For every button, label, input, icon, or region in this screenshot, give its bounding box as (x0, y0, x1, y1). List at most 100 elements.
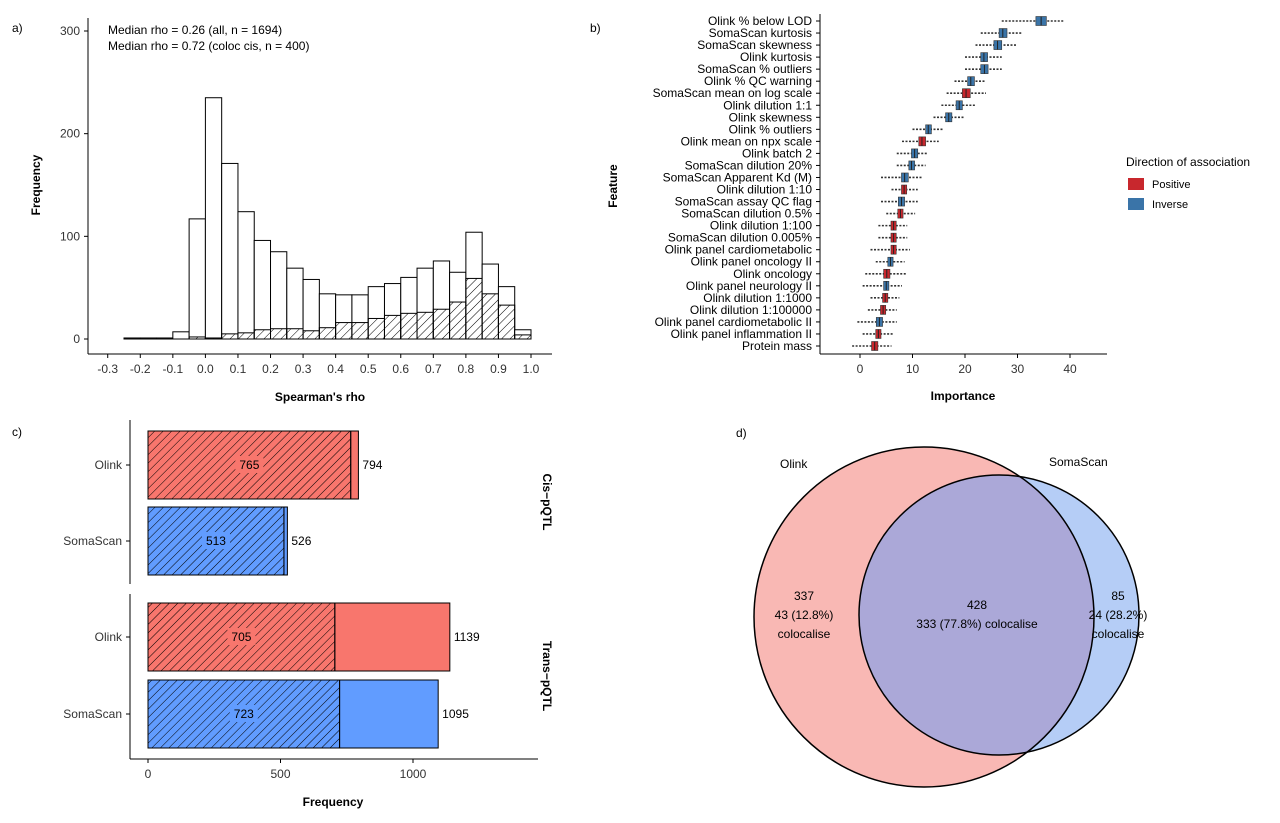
y-tick-label: SomaScan (63, 534, 122, 548)
x-tick-label: 0 (857, 362, 864, 376)
feature-label: Olink mean on npx scale (681, 134, 813, 148)
histogram-bar-all (188, 218, 206, 340)
venn-overlap-region (859, 475, 1094, 755)
histogram-bar-coloc (204, 337, 223, 340)
legend-swatch-positive (1128, 178, 1144, 190)
x-tick-label: -0.1 (162, 362, 183, 376)
x-tick-label: -0.3 (97, 362, 118, 376)
panel-d-label: d) (736, 426, 747, 440)
y-tick-label: Olink (95, 458, 123, 472)
venn-overlap (859, 475, 1094, 755)
facet-label-trans: Trans−pQTL (540, 641, 554, 711)
y-axis-title: Feature (606, 164, 620, 208)
bar-label-bg (229, 705, 258, 722)
facet-label-cis: Cis−pQTL (540, 473, 554, 530)
feature-label: Olink oncology (733, 267, 812, 281)
feature-label: Olink kurtosis (740, 50, 812, 64)
x-tick-label: 0.2 (262, 362, 279, 376)
feature-label: Olink panel cardiometabolic II (655, 315, 812, 329)
x-tick-label: 0.6 (392, 362, 409, 376)
feature-label: Olink dilution 1:1000 (703, 291, 812, 305)
feature-label: SomaScan kurtosis (709, 26, 812, 40)
histogram-bar-all (221, 162, 239, 340)
y-tick-label: 100 (60, 229, 80, 243)
panel-c-label: c) (12, 425, 22, 439)
histogram-bar-all (204, 97, 223, 340)
histogram-bar-coloc (432, 308, 451, 340)
x-tick-label: 1.0 (523, 362, 540, 376)
bar-colocalised-label: 513 (206, 534, 226, 548)
legend-title: Direction of association (1126, 155, 1250, 169)
feature-label: SomaScan % outliers (697, 62, 812, 76)
histogram-bar-all (123, 337, 141, 340)
bar-label-bg (227, 628, 256, 645)
x-tick-label: 0.7 (425, 362, 442, 376)
histogram-bar-coloc (302, 330, 320, 340)
feature-label: SomaScan assay QC flag (675, 195, 812, 209)
histogram-bar-all (253, 239, 272, 340)
histogram-bar-coloc (481, 293, 499, 340)
histogram-bar-all (156, 337, 174, 340)
x-tick-label: 0.3 (295, 362, 312, 376)
y-axis-title: Frequency (29, 154, 43, 215)
bar-total-label: 526 (291, 534, 311, 548)
x-tick-label: 1000 (400, 767, 427, 781)
x-tick-label: 40 (1063, 362, 1077, 376)
x-tick-label: 10 (906, 362, 920, 376)
x-tick-label: 30 (1011, 362, 1025, 376)
bar-colocalised-label: 765 (239, 458, 259, 472)
histogram-bar-coloc (253, 329, 272, 340)
feature-label: SomaScan dilution 0.005% (668, 231, 812, 245)
feature-label: Olink panel oncology II (691, 255, 812, 269)
y-tick-label: 300 (60, 24, 80, 38)
histogram-bar-coloc (367, 317, 385, 340)
venn-olink-only-coloc: 43 (12.8%) (775, 608, 834, 622)
venn-overlap-count: 428 (967, 598, 987, 612)
histogram-bar-coloc (400, 312, 418, 340)
y-tick-label: 0 (73, 332, 80, 346)
feature-label: SomaScan dilution 0.5% (681, 207, 812, 221)
feature-label: Olink dilution 1:10 (717, 183, 813, 197)
histogram-bar-all (139, 337, 158, 340)
histogram-bar-coloc (221, 333, 239, 340)
legend-label-inverse: Inverse (1152, 199, 1188, 211)
legend: Direction of association Positive Invers… (1126, 155, 1250, 211)
x-tick-label: 0.4 (327, 362, 344, 376)
venn-olink-outline (753, 446, 1095, 788)
x-tick-label: 0.8 (458, 362, 475, 376)
feature-label: Olink % QC warning (704, 74, 812, 88)
panel-a-label: a) (12, 21, 23, 35)
venn-somascan-only-count: 85 (1111, 589, 1125, 603)
histogram-bar-coloc (188, 336, 206, 340)
annotation-median-coloc: Median rho = 0.72 (coloc cis, n = 400) (108, 39, 309, 53)
venn-somascan-outline (858, 474, 1140, 756)
histogram-bar-coloc (270, 328, 288, 340)
panel-c-barchart: c) Frequency 0 500 1000 Cis−pQTL Trans−pQTL O… (12, 420, 554, 809)
x-tick-label: 500 (270, 767, 290, 781)
venn-somascan-only-coloc: 24 (28.2%) (1089, 608, 1148, 622)
panel-b-boxplot: b) Importance Feature 0 10 20 30 40 Olink % b… (590, 14, 1250, 403)
x-tick-label: 20 (958, 362, 972, 376)
feature-label: SomaScan skewness (697, 38, 812, 52)
histogram-bar-coloc (335, 322, 353, 340)
annotation-median-all: Median rho = 0.26 (all, n = 1694) (108, 23, 282, 37)
x-tick-label: 0 (145, 767, 152, 781)
histogram-bar-coloc (497, 304, 516, 340)
histogram-bar-all (270, 251, 288, 340)
feature-label: Olink skewness (729, 110, 812, 124)
histogram-bar-coloc (351, 322, 369, 340)
histogram-bar-coloc (465, 277, 483, 340)
legend-swatch-inverse (1128, 198, 1144, 210)
venn-somascan-title: SomaScan (1049, 455, 1108, 469)
histogram-bar-coloc (286, 328, 304, 340)
bar-label-bg (235, 456, 264, 473)
feature-label: Protein mass (742, 339, 812, 353)
feature-label: SomaScan dilution 20% (685, 158, 813, 172)
histogram-bar-coloc (514, 334, 532, 340)
venn-olink-only-suffix: colocalise (778, 627, 831, 641)
y-tick-label: SomaScan (63, 707, 122, 721)
feature-label: Olink dilution 1:100 (710, 219, 812, 233)
y-tick-label: 200 (60, 127, 80, 141)
legend-label-positive: Positive (1152, 179, 1191, 191)
histogram-bar-coloc (383, 314, 402, 340)
